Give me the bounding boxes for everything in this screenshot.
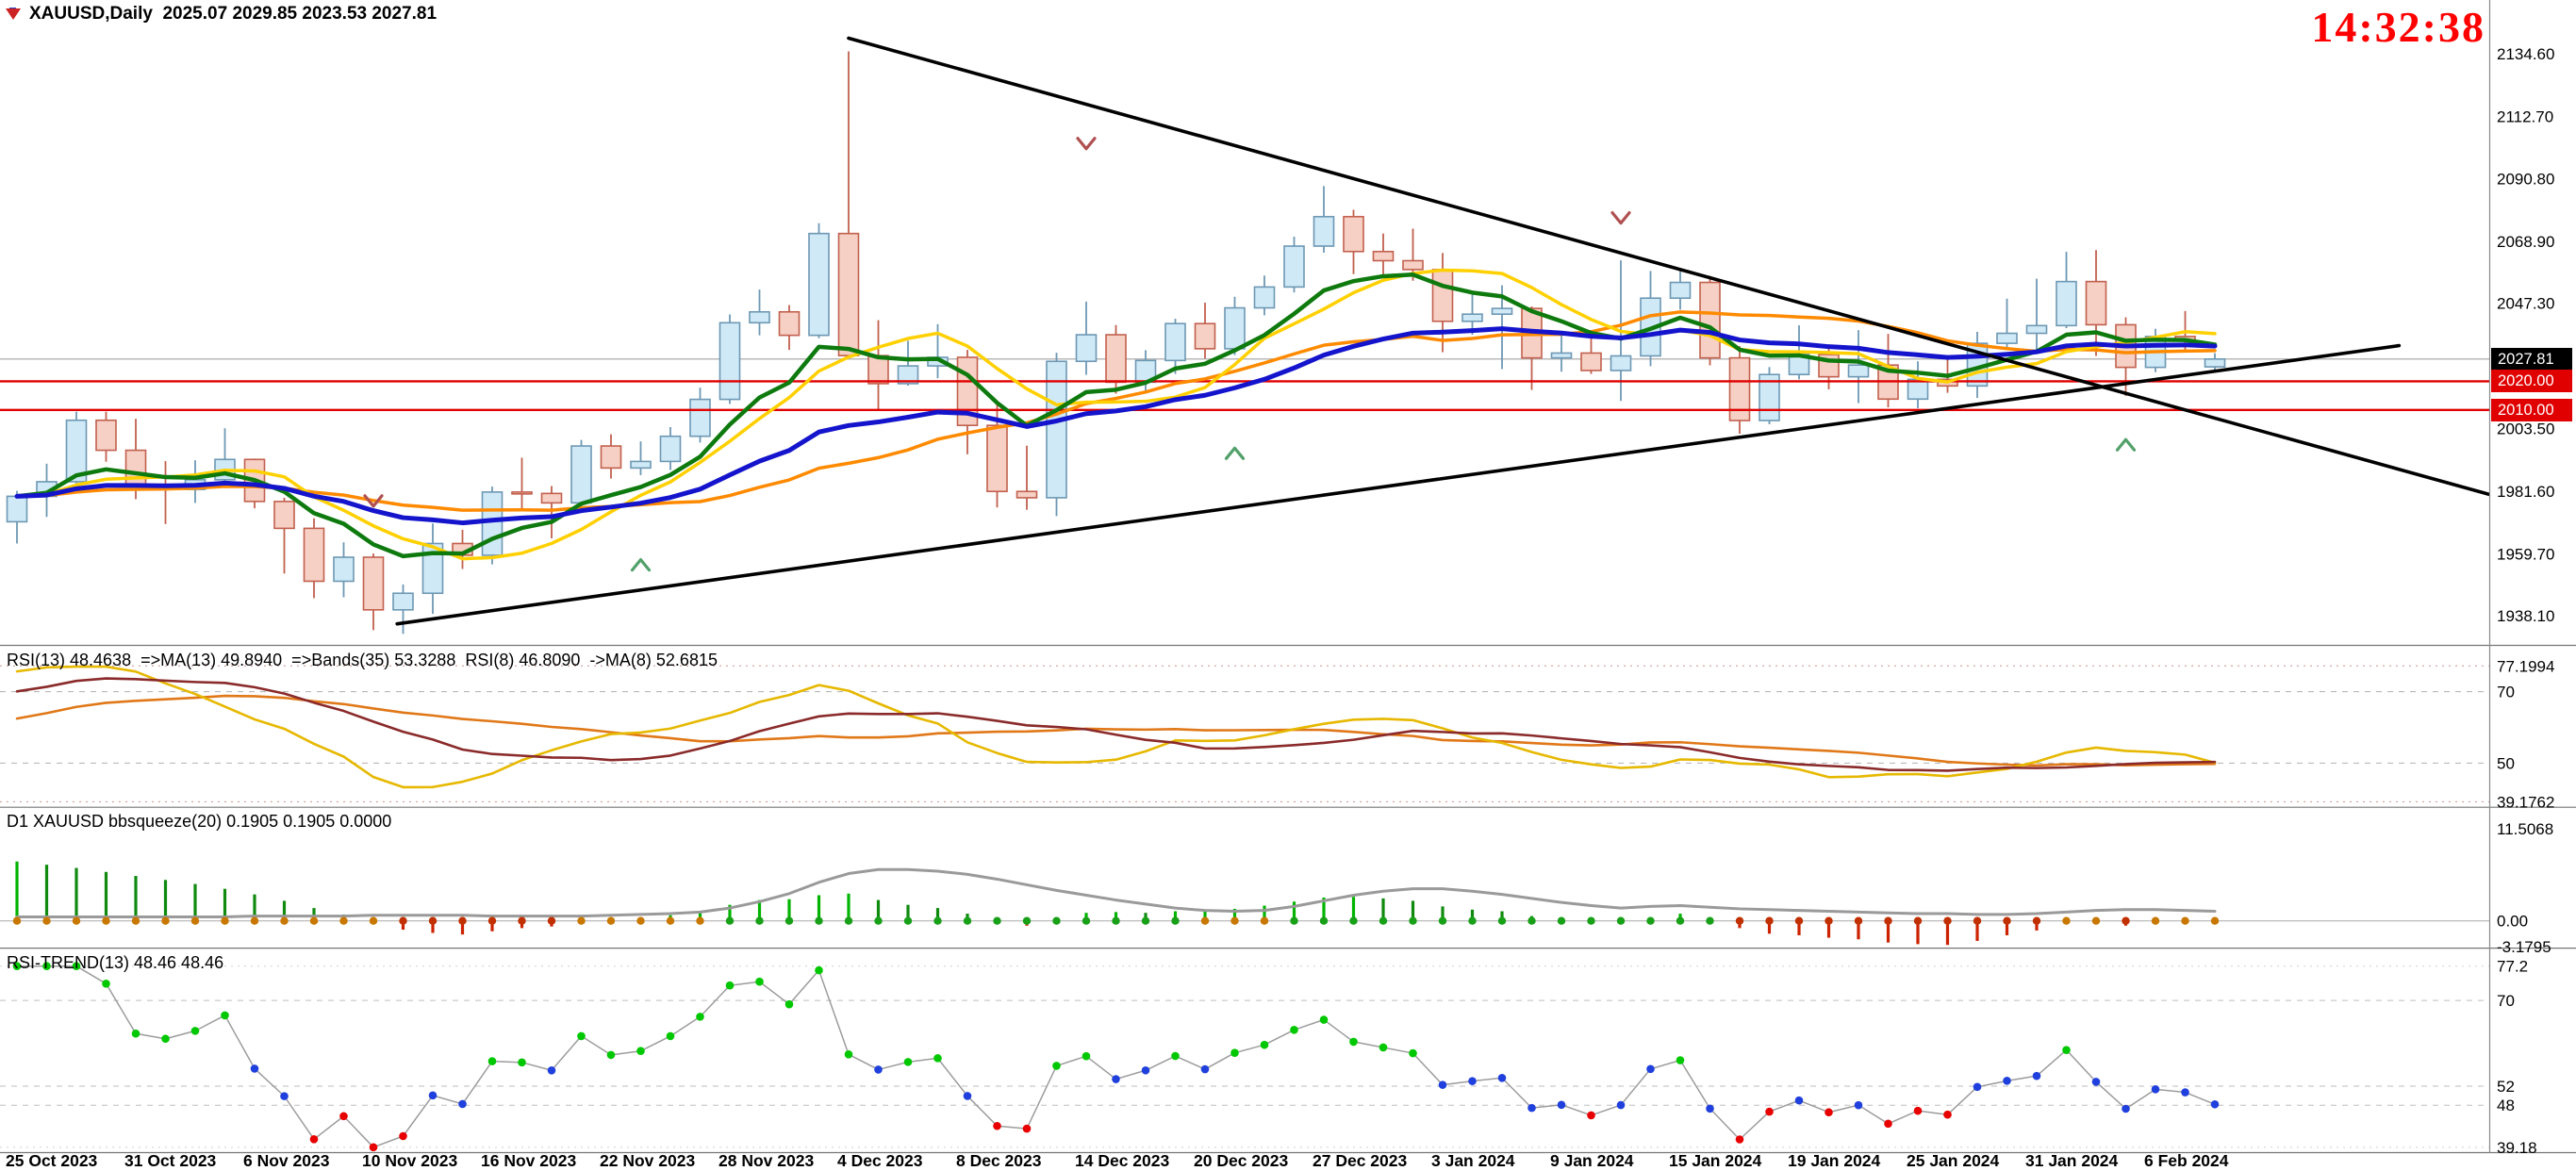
squeeze-panel-layer xyxy=(0,861,2489,946)
svg-text:6 Feb 2024: 6 Feb 2024 xyxy=(2144,1151,2229,1170)
svg-text:25 Oct 2023: 25 Oct 2023 xyxy=(6,1151,98,1170)
svg-text:2068.90: 2068.90 xyxy=(2497,233,2554,251)
svg-text:0.00: 0.00 xyxy=(2497,913,2528,931)
rsitrend-panel-layer xyxy=(0,962,2489,1152)
svg-text:31 Jan 2024: 31 Jan 2024 xyxy=(2025,1151,2119,1170)
price-axis-labels: 2134.60 2112.70 2090.80 2068.90 2047.30 2003.… xyxy=(2497,45,2554,1157)
svg-text:48: 48 xyxy=(2497,1097,2515,1114)
ma-lines-layer xyxy=(14,268,2218,561)
clock-display: 14:32:38 xyxy=(2311,3,2485,51)
svg-text:25 Jan 2024: 25 Jan 2024 xyxy=(1907,1151,2000,1170)
symbol-icon xyxy=(6,8,21,21)
svg-text:16 Nov 2023: 16 Nov 2023 xyxy=(481,1151,576,1170)
svg-text:14 Dec 2023: 14 Dec 2023 xyxy=(1075,1151,1169,1170)
time-axis-labels: 25 Oct 2023 31 Oct 2023 6 Nov 2023 10 Nov 2… xyxy=(6,1151,2229,1170)
current-price-tag: 2027.81 xyxy=(2491,347,2572,371)
svg-text:1981.60: 1981.60 xyxy=(2497,483,2554,501)
svg-text:8 Dec 2023: 8 Dec 2023 xyxy=(956,1151,1042,1170)
level-lines-layer xyxy=(0,380,2489,412)
rsi-panel-title: RSI(13) 48.4638 =>MA(13) 49.8940 =>Bands… xyxy=(7,651,718,669)
svg-text:2003.50: 2003.50 xyxy=(2497,421,2554,438)
svg-text:10 Nov 2023: 10 Nov 2023 xyxy=(362,1151,457,1170)
svg-text:1938.10: 1938.10 xyxy=(2497,607,2554,625)
svg-text:15 Jan 2024: 15 Jan 2024 xyxy=(1669,1151,1762,1170)
candlestick-layer xyxy=(6,51,2226,635)
svg-text:1959.70: 1959.70 xyxy=(2497,545,2554,563)
svg-text:52: 52 xyxy=(2497,1078,2515,1096)
svg-text:2134.60: 2134.60 xyxy=(2497,45,2554,63)
level-price-tag-2020: 2020.00 xyxy=(2491,370,2572,393)
svg-text:20 Dec 2023: 20 Dec 2023 xyxy=(1194,1151,1288,1170)
svg-text:9 Jan 2024: 9 Jan 2024 xyxy=(1550,1151,1634,1170)
squeeze-panel-title: D1 XAUUSD bbsqueeze(20) 0.1905 0.1905 0.… xyxy=(7,812,392,831)
svg-text:70: 70 xyxy=(2497,684,2515,701)
svg-text:77.2: 77.2 xyxy=(2497,958,2528,976)
red-triangle-icon xyxy=(6,8,21,20)
svg-text:6 Nov 2023: 6 Nov 2023 xyxy=(243,1151,330,1170)
svg-text:2112.70: 2112.70 xyxy=(2497,107,2553,125)
svg-text:70: 70 xyxy=(2497,992,2515,1010)
svg-text:50: 50 xyxy=(2497,754,2515,772)
rsi-panel-layer xyxy=(0,665,2489,802)
svg-text:3 Jan 2024: 3 Jan 2024 xyxy=(1431,1151,1515,1170)
symbol-ohlc: XAUUSD,Daily 2025.07 2029.85 2023.53 202… xyxy=(6,4,437,25)
svg-text:11.5068: 11.5068 xyxy=(2497,820,2553,838)
svg-text:22 Nov 2023: 22 Nov 2023 xyxy=(600,1151,695,1170)
svg-text:-3.1795: -3.1795 xyxy=(2497,938,2551,956)
svg-text:77.1994: 77.1994 xyxy=(2497,657,2554,675)
svg-text:27 Dec 2023: 27 Dec 2023 xyxy=(1313,1151,1407,1170)
svg-text:4 Dec 2023: 4 Dec 2023 xyxy=(837,1151,923,1170)
signal-markers-layer xyxy=(363,137,2137,572)
level-price-tag-2010: 2010.00 xyxy=(2491,398,2572,421)
svg-text:39.1762: 39.1762 xyxy=(2497,793,2554,811)
svg-text:39.18: 39.18 xyxy=(2497,1139,2537,1157)
svg-text:2090.80: 2090.80 xyxy=(2497,171,2554,189)
svg-text:19 Jan 2024: 19 Jan 2024 xyxy=(1788,1151,1881,1170)
symbol-ohlc-text: XAUUSD,Daily 2025.07 2029.85 2023.53 202… xyxy=(29,4,438,24)
rsitrend-panel-title: RSI-TREND(13) 48.46 48.46 xyxy=(7,953,224,972)
svg-text:2047.30: 2047.30 xyxy=(2497,295,2554,313)
trendlines-layer xyxy=(395,36,2489,626)
svg-text:31 Oct 2023: 31 Oct 2023 xyxy=(124,1151,217,1170)
svg-text:28 Nov 2023: 28 Nov 2023 xyxy=(718,1151,814,1170)
